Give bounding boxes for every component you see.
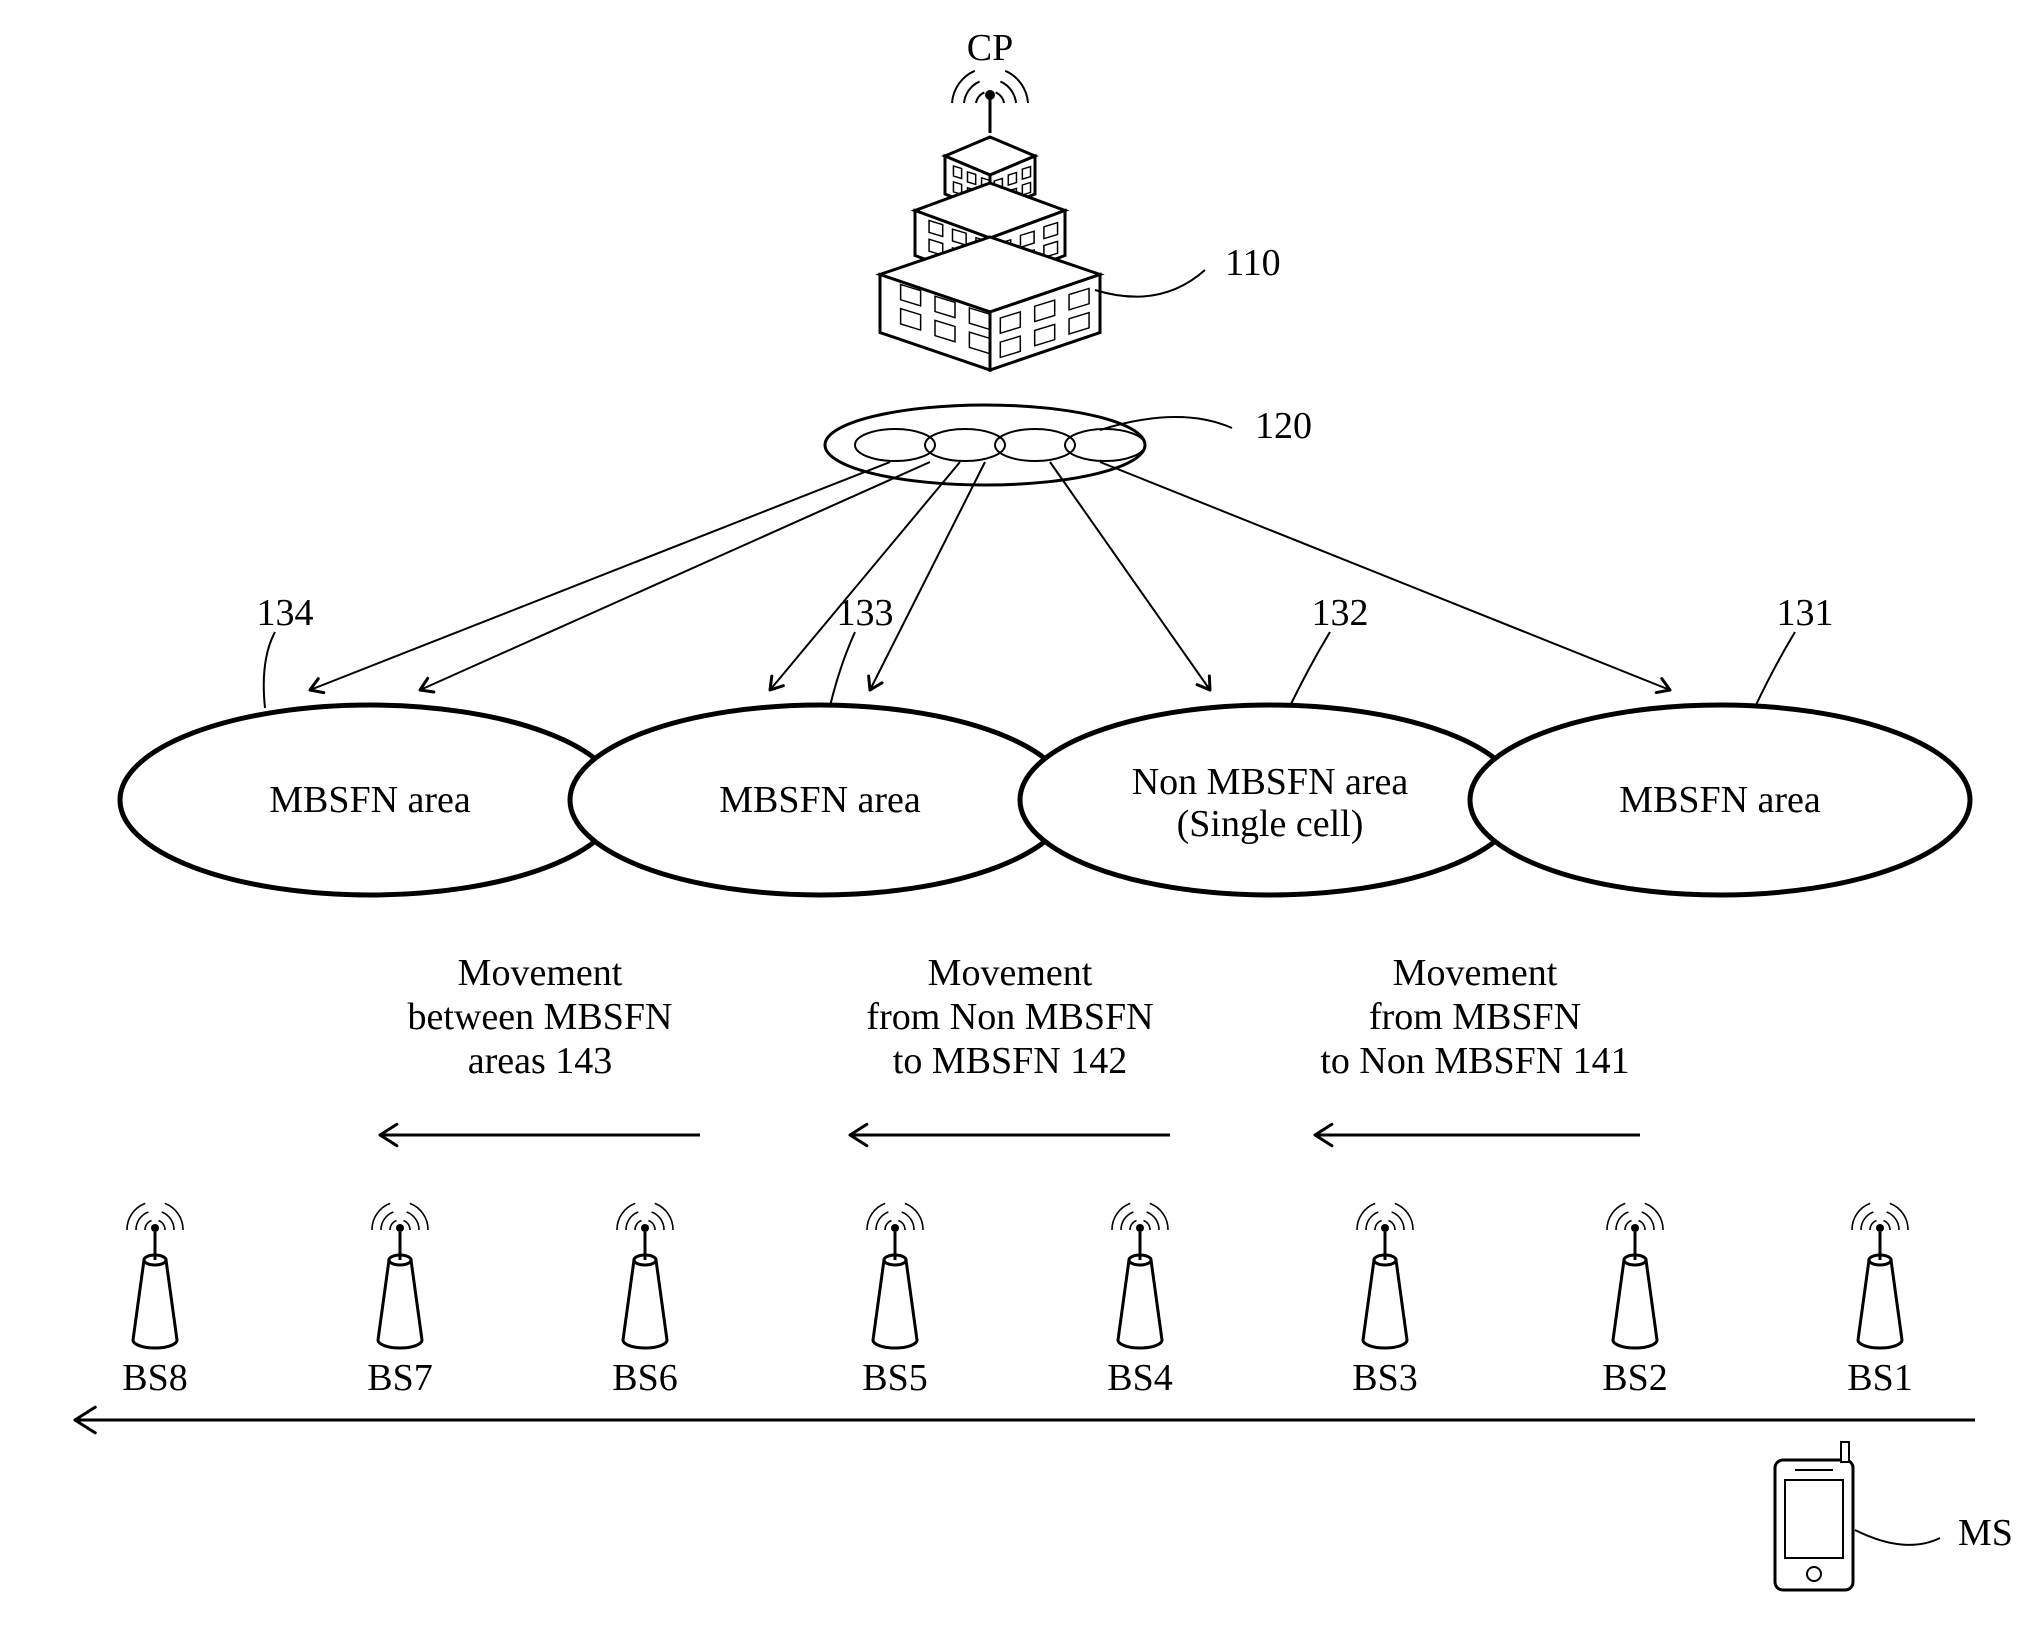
area-ref: 133 xyxy=(837,592,894,634)
base-station xyxy=(1112,1203,1168,1348)
movement-label-line: areas 143 xyxy=(468,1040,613,1082)
area-ref: 132 xyxy=(1312,592,1369,634)
area-ref: 131 xyxy=(1777,592,1834,634)
movement-label-line: Movement xyxy=(928,952,1093,994)
bs-label: BS2 xyxy=(1602,1357,1667,1399)
base-station xyxy=(372,1203,428,1348)
base-station xyxy=(1607,1203,1663,1348)
bs-label: BS3 xyxy=(1352,1357,1417,1399)
ref-110: 110 xyxy=(1225,242,1281,284)
movement-label-line: between MBSFN xyxy=(408,996,673,1038)
base-station xyxy=(1357,1203,1413,1348)
bs-label: BS8 xyxy=(122,1357,187,1399)
cp-building xyxy=(880,71,1100,370)
area-label: MBSFN area xyxy=(719,779,921,821)
movement-label-line: Movement xyxy=(458,952,623,994)
base-station xyxy=(867,1203,923,1348)
ms-label: MS xyxy=(1958,1512,2013,1554)
cp-label: CP xyxy=(967,27,1013,69)
area-label: MBSFN area xyxy=(269,779,471,821)
mobile-station-icon xyxy=(1775,1442,1853,1590)
area-label-line1: Non MBSFN area xyxy=(1132,761,1409,803)
movement-label-line: from Non MBSFN xyxy=(866,996,1153,1038)
area-label: MBSFN area xyxy=(1619,779,1821,821)
bs-label: BS5 xyxy=(862,1357,927,1399)
base-station xyxy=(127,1203,183,1348)
bs-label: BS4 xyxy=(1107,1357,1172,1399)
area-label-line2: (Single cell) xyxy=(1177,803,1364,845)
bs-label: BS6 xyxy=(612,1357,677,1399)
movement-label-line: to Non MBSFN 141 xyxy=(1320,1040,1629,1082)
ref-120: 120 xyxy=(1255,405,1312,447)
bs-label: BS7 xyxy=(367,1357,432,1399)
base-station xyxy=(617,1203,673,1348)
bs-label: BS1 xyxy=(1847,1357,1912,1399)
area-ref: 134 xyxy=(257,592,314,634)
movement-label-line: Movement xyxy=(1393,952,1558,994)
movement-label-line: to MBSFN 142 xyxy=(893,1040,1127,1082)
base-station xyxy=(1852,1203,1908,1348)
hub xyxy=(310,405,1670,693)
movement-label-line: from MBSFN xyxy=(1369,996,1581,1038)
